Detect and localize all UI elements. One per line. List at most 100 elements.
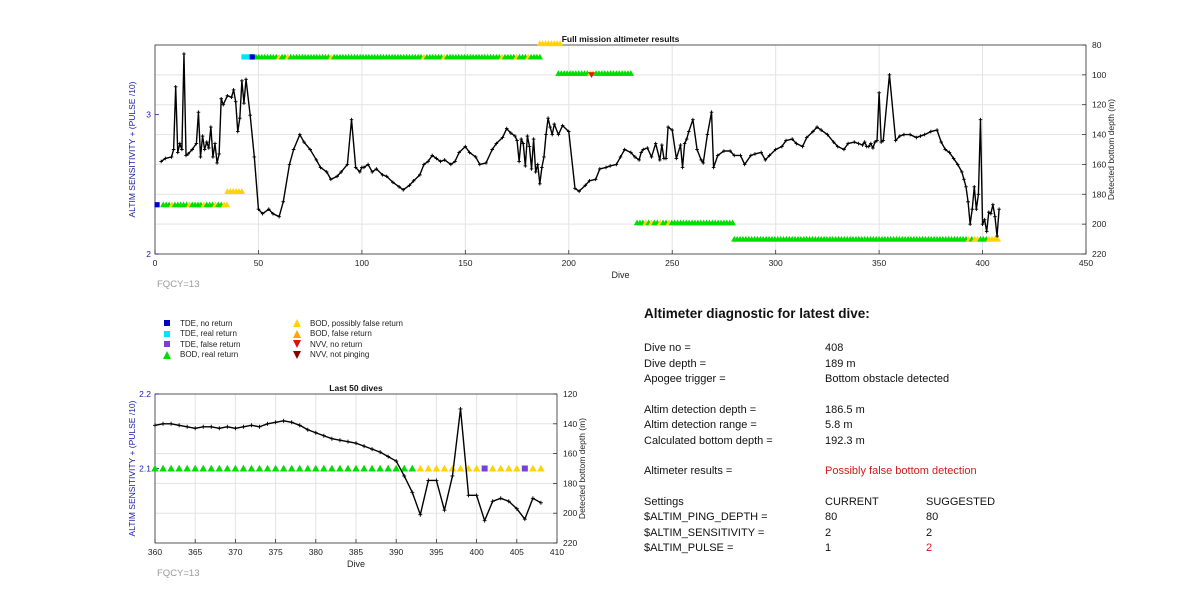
right-y-tick-label: 80 [1092,40,1102,50]
depth-point [862,140,867,144]
depth-point [918,134,923,138]
depth-point [418,512,423,517]
status-marker [255,464,264,472]
legend-item: TDE, no return [160,318,232,328]
legend-item: TDE, false return [160,339,240,349]
depth-point [289,420,294,425]
status-marker [440,464,449,472]
pulse-current: 1 [825,542,832,554]
depth-point [153,423,157,428]
depth-point [763,158,768,162]
depth-point [873,140,877,144]
depth-point [159,159,164,164]
depth-point [742,162,747,167]
x-tick-label: 375 [269,547,283,557]
depth-point [434,156,439,161]
last-50-dives-chart: 360 365 370 375 380 385 390 395 400 405 410 120 140 1… [127,383,587,579]
depth-point [695,147,699,152]
depth-point [542,155,546,159]
status-marker [448,464,457,472]
depth-point [519,137,523,141]
depth-point [753,152,757,156]
diagnostic-title: Altimeter diagnostic for latest dive: [644,306,870,321]
depth-point [887,73,892,77]
altimeter-results-value: Possibly false bottom detection [825,465,977,477]
calc-depth-row: Calculated bottom depth = 192.3 m [644,434,1184,450]
status-marker [312,464,320,472]
status-marker [496,464,505,472]
square-marker-icon [160,318,174,328]
status-marker [432,464,441,472]
settings-header-row: Settings CURRENT SUGGESTED [644,495,1184,511]
depth-point [608,164,612,168]
altim-range-label: Altim detection range = [644,419,757,431]
depth-point [819,128,823,132]
depth-point [881,138,886,143]
depth-point [871,146,875,150]
depth-point [544,132,548,137]
depth-point [273,420,278,425]
left-y-tick-label: 3 [146,110,151,120]
depth-point [337,438,342,443]
depth-point [984,229,989,234]
status-marker [328,464,336,472]
altim-range-value: 5.8 m [825,419,853,431]
depth-point [825,132,830,137]
depth-point [257,424,262,429]
legend-item: BOD, real return [160,350,238,360]
depth-point [265,421,270,426]
depth-point [457,150,461,155]
depth-point [780,144,784,149]
depth-point [943,147,948,152]
depth-point [550,132,555,137]
depth-point [546,116,550,120]
depth-point [804,135,809,140]
pulse-row: $ALTIM_PULSE = 1 2 [644,541,1184,557]
depth-point [201,424,206,429]
depth-point [980,222,985,226]
depth-point [866,144,871,149]
depth-point [587,179,592,183]
depth-point [978,117,983,122]
depth-point [989,211,993,216]
status-marker [271,464,280,472]
right-y-axis-label: Detected bottom depth (m) [1106,99,1116,200]
depth-point [955,162,960,167]
depth-point [248,113,252,117]
x-axis-label: Dive [347,559,365,569]
depth-point [658,158,662,162]
dive-no-row: Dive no = 408 [644,341,1184,357]
depth-point [442,508,447,513]
depth-point [645,146,650,150]
calc-depth-value: 192.3 m [825,434,865,447]
depth-point [759,150,763,155]
depth-point [618,155,623,159]
x-tick-label: 405 [510,547,524,557]
depth-point [835,144,840,149]
depth-point [217,152,221,156]
ping-depth-row: $ALTIM_PING_DEPTH = 80 80 [644,510,1184,526]
depth-point [794,141,799,146]
depth-point [556,132,561,137]
depth-point [163,156,168,161]
altimeter-results-row: Altimeter results = Possibly false botto… [644,464,1184,480]
depth-point [951,156,956,161]
depth-point [914,135,919,140]
depth-point [968,222,972,226]
depth-point [484,161,488,165]
x-tick-label: 370 [228,547,242,557]
depth-point [190,147,195,152]
depth-point [583,183,588,188]
depth-point [271,211,275,216]
status-marker [151,464,159,472]
status-marker [536,53,544,60]
x-tick-label: 50 [254,258,264,268]
status-marker [384,464,392,472]
depth-point [198,155,203,159]
legend-label: NVV, no return [310,339,363,349]
ping-depth-label: $ALTIM_PING_DEPTH = [644,511,768,523]
depth-point [374,167,379,171]
x-tick-label: 450 [1079,258,1093,268]
status-marker [729,219,736,226]
depth-point [225,93,230,98]
